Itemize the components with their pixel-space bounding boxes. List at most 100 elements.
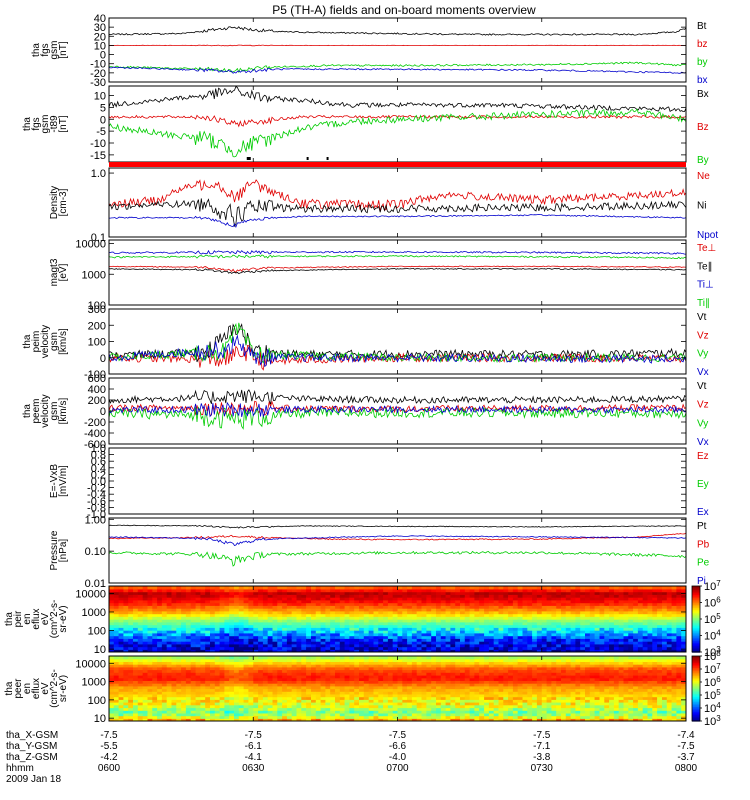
spectrogram-cell: [512, 610, 519, 615]
spectrogram-cell: [161, 661, 168, 665]
spectrogram-cell: [484, 635, 490, 639]
spectrogram-cell: [118, 619, 124, 623]
spectrogram-cell: [474, 704, 480, 709]
spectrogram-cell: [258, 656, 264, 660]
spectrogram-cell: [142, 594, 149, 598]
spectrogram-cell: [166, 718, 173, 721]
spectrogram-cell: [296, 599, 302, 604]
spectrogram-cell: [445, 599, 451, 604]
spectrogram-cell: [214, 638, 221, 642]
spectrogram-cell: [618, 594, 625, 598]
spectrogram-cell: [262, 693, 269, 698]
spectrogram-cell: [681, 594, 686, 598]
spectrogram-cell: [306, 683, 312, 687]
spectrogram-cell: [258, 677, 264, 681]
spectrogram-cell: [493, 641, 500, 645]
spectrogram-cell: [195, 677, 201, 681]
spectrogram-cell: [373, 621, 379, 626]
spectrogram-cell: [200, 594, 206, 598]
spectrogram-cell: [652, 588, 658, 593]
spectrogram-cell: [306, 688, 312, 692]
spectrogram-cell: [113, 685, 120, 690]
spectrogram-cell: [161, 586, 168, 590]
spectrogram-cell: [320, 641, 326, 645]
spectrogram-cell: [493, 610, 500, 615]
spectrogram-cell: [137, 641, 144, 645]
spectrogram-cell: [633, 624, 639, 628]
spectrogram-cell: [623, 588, 629, 593]
spectrogram-cell: [359, 597, 365, 601]
spectrogram-cell: [479, 621, 485, 626]
spectrogram-cell: [349, 624, 355, 628]
spectrogram-cell: [330, 610, 336, 615]
spectrogram-cell: [666, 588, 673, 593]
spectrogram-cell: [137, 621, 144, 626]
spectrogram-cell: [594, 641, 600, 645]
spectrogram-cell: [349, 586, 355, 590]
spectrogram-cell: [359, 624, 365, 628]
legend-label: Ne: [697, 171, 710, 182]
spectrogram-cell: [541, 586, 548, 590]
spectrogram-cell: [311, 666, 317, 671]
spectrogram-cell: [195, 624, 201, 628]
spectrogram-cell: [286, 594, 293, 598]
spectrogram-cell: [416, 630, 423, 634]
spectrogram-cell: [383, 591, 389, 595]
spectrogram-cell: [147, 672, 153, 676]
spectrogram-cell: [493, 616, 500, 620]
spectrogram-cell: [397, 672, 403, 676]
spectrogram-cell: [354, 621, 360, 626]
spectrogram-cell: [397, 619, 403, 623]
spectrogram-cell: [335, 635, 341, 639]
spectrogram-cell: [363, 608, 370, 612]
spectrogram-cell: [450, 702, 456, 706]
spectrogram-cell: [546, 646, 552, 650]
spectrogram-cell: [349, 649, 355, 652]
spectrogram-cell: [286, 715, 293, 719]
spectrogram-cell: [262, 661, 269, 665]
spectrogram-cell: [109, 685, 115, 690]
spectrogram-cell: [666, 646, 673, 650]
spectrogram-cell: [681, 641, 686, 645]
spectrogram-cell: [402, 599, 408, 604]
spectrogram-cell: [195, 666, 201, 671]
spectrogram-cell: [464, 666, 471, 671]
spectrogram-cell: [464, 646, 471, 650]
spectrogram-cell: [488, 605, 495, 609]
spectrogram-cell: [234, 613, 240, 617]
legend-label: Vx: [697, 367, 709, 378]
spectrogram-cell: [234, 688, 240, 692]
spectrogram-cell: [488, 632, 495, 637]
spectrogram-cell: [147, 685, 153, 690]
spectrogram-cell: [681, 624, 686, 628]
spectrogram-cell: [450, 685, 456, 690]
spectrogram-cell: [460, 621, 466, 626]
spectrogram-cell: [335, 710, 341, 714]
spectrogram-cell: [272, 712, 278, 717]
spectrogram-cell: [176, 588, 182, 593]
spectrogram-cell: [195, 641, 201, 645]
spectrogram-cell: [243, 672, 249, 676]
spectrogram-cell: [335, 658, 341, 662]
spectrogram-cell: [397, 621, 403, 626]
spectrogram-cell: [383, 688, 389, 692]
spectrogram-cell: [469, 688, 475, 692]
spectrogram-cell: [325, 613, 331, 617]
spectrogram-cell: [181, 699, 187, 703]
colorbar-segment: [692, 595, 700, 599]
spectrogram-cell: [113, 594, 120, 598]
spectrogram-cell: [330, 658, 336, 662]
spectrogram-cell: [570, 605, 576, 609]
spectrogram-cell: [493, 635, 500, 639]
spectrogram-cell: [445, 632, 451, 637]
spectrogram-cell: [229, 599, 235, 604]
spectrogram-cell: [171, 677, 177, 681]
spectrogram-cell: [190, 688, 197, 692]
spectrogram-cell: [258, 619, 264, 623]
spectrogram-cell: [407, 656, 413, 660]
spectrogram-cell: [445, 630, 451, 634]
spectrogram-cell: [171, 597, 177, 601]
spectrogram-cell: [133, 619, 139, 623]
spectrogram-cell: [508, 641, 514, 645]
spectrogram-cell: [157, 599, 163, 604]
